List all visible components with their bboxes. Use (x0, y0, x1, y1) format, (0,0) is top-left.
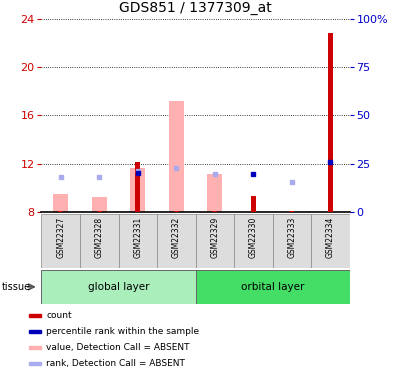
Text: GSM22327: GSM22327 (56, 216, 65, 258)
Title: GDS851 / 1377309_at: GDS851 / 1377309_at (119, 1, 272, 15)
Bar (118, 214, 157, 268)
Text: percentile rank within the sample: percentile rank within the sample (46, 327, 199, 336)
Text: global layer: global layer (88, 282, 149, 292)
Text: GSM22333: GSM22333 (287, 216, 296, 258)
Bar (41, 270, 196, 304)
Bar (135, 162, 140, 212)
Bar (169, 101, 184, 212)
Text: orbital layer: orbital layer (241, 282, 304, 292)
Bar (207, 174, 222, 212)
Bar (97, 211, 102, 212)
Bar (273, 214, 311, 268)
Text: tissue: tissue (2, 282, 31, 292)
Text: GSM22332: GSM22332 (172, 216, 181, 258)
Text: count: count (46, 311, 72, 320)
Text: GSM22331: GSM22331 (133, 216, 142, 258)
Bar (30, 346, 41, 349)
Bar (311, 214, 350, 268)
Bar (328, 33, 333, 212)
Bar (58, 211, 63, 212)
Text: GSM22330: GSM22330 (249, 216, 258, 258)
Bar (41, 214, 80, 268)
Bar (130, 168, 145, 212)
Bar (251, 196, 256, 212)
Bar (196, 214, 234, 268)
Text: GSM22329: GSM22329 (210, 216, 219, 258)
Bar (234, 214, 273, 268)
Text: GSM22334: GSM22334 (326, 216, 335, 258)
Text: GSM22328: GSM22328 (95, 216, 104, 258)
Bar (30, 314, 41, 317)
Bar (80, 214, 118, 268)
Bar (174, 211, 179, 212)
Bar (196, 270, 350, 304)
Bar (289, 211, 294, 212)
Bar (92, 197, 107, 212)
Text: value, Detection Call = ABSENT: value, Detection Call = ABSENT (46, 343, 190, 352)
Bar (157, 214, 196, 268)
Bar (30, 362, 41, 365)
Text: rank, Detection Call = ABSENT: rank, Detection Call = ABSENT (46, 359, 185, 368)
Bar (53, 194, 68, 212)
Bar (212, 211, 217, 212)
Bar (30, 330, 41, 333)
